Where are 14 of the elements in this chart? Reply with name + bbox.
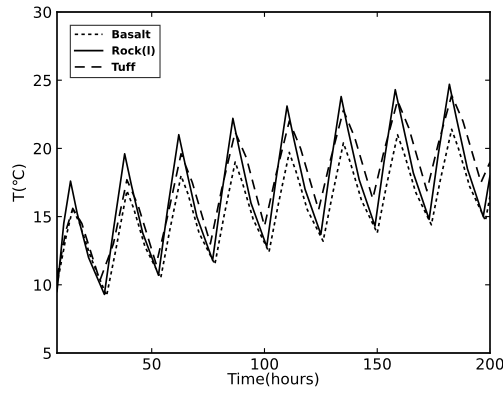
y-tick-label: 10 bbox=[34, 279, 52, 291]
x-axis-title: Time(hours) bbox=[227, 372, 318, 386]
y-tick-label: 25 bbox=[34, 74, 51, 86]
legend-label: Rock(l) bbox=[112, 46, 155, 56]
y-axis-title: T(℃) bbox=[12, 164, 26, 202]
x-tick-label: 100 bbox=[252, 358, 278, 370]
y-tick-label: 15 bbox=[34, 211, 51, 223]
y-tick-label: 5 bbox=[44, 348, 51, 360]
legend-label: Basalt bbox=[112, 30, 150, 38]
y-tick-label: 20 bbox=[34, 142, 52, 154]
x-tick-label: 50 bbox=[143, 358, 160, 370]
x-tick-label: 150 bbox=[364, 358, 391, 370]
legend-label: Tuff bbox=[112, 62, 136, 71]
y-tick-label: 30 bbox=[34, 6, 52, 18]
